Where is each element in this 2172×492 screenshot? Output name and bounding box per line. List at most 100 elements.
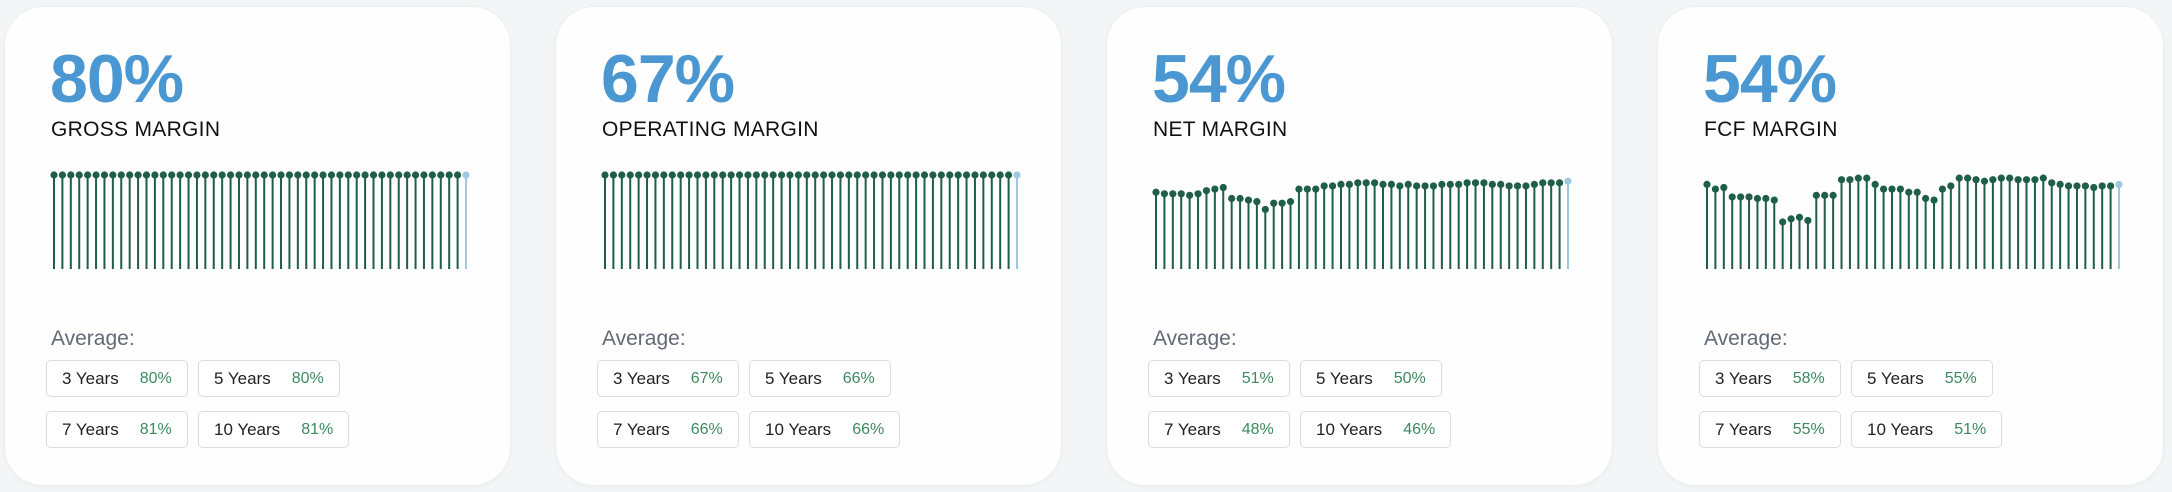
chip-period: 5 Years: [1867, 368, 1924, 388]
lollipop-point: [811, 171, 819, 179]
lollipop-point: [302, 171, 310, 179]
lollipop-point: [277, 171, 285, 179]
lollipop-point: [109, 171, 117, 179]
lollipop-point: [601, 171, 609, 179]
lollipop-point: [369, 171, 378, 179]
lollipop-point: [693, 171, 702, 179]
lollipop-point: [2106, 182, 2115, 190]
lollipop-point: [193, 171, 201, 179]
lollipop-point: [710, 171, 718, 179]
chip-value: 55%: [1944, 369, 1977, 387]
lollipop-point: [67, 171, 75, 179]
chip-period: 3 Years: [1715, 368, 1772, 388]
lollipop-point: [1337, 180, 1345, 188]
lollipop-point: [988, 171, 996, 179]
lollipop-point: [1964, 174, 1972, 182]
lollipop-point: [1261, 205, 1269, 214]
lollipop-point: [1795, 213, 1804, 221]
chip-period: 3 Years: [613, 368, 670, 388]
lollipop-point: [1829, 191, 1837, 199]
lollipop-point: [235, 171, 243, 179]
lollipop-point: [761, 171, 769, 179]
chip-value: 46%: [1403, 420, 1436, 438]
chip-value: 81%: [301, 420, 334, 438]
lollipop-point: [1286, 198, 1295, 206]
lollipop-point: [1362, 179, 1370, 187]
lollipop-point: [353, 171, 361, 179]
lollipop-point: [1160, 190, 1169, 198]
average-label: Average:: [51, 327, 135, 350]
lollipop-point: [1539, 179, 1547, 187]
lollipop-point: [294, 171, 302, 179]
lollipop-point: [820, 171, 828, 179]
metric-title: GROSS MARGIN: [51, 118, 221, 141]
lollipop-point: [1371, 179, 1379, 187]
average-chip-7-years: 7 Years 48%: [1148, 411, 1290, 448]
lollipop-point: [1879, 185, 1888, 193]
lollipop-point: [1913, 188, 1921, 196]
lollipop-point: [92, 171, 100, 179]
lollipop-point: [1446, 180, 1454, 188]
chip-period: 5 Years: [1316, 368, 1373, 388]
metric-title: NET MARGIN: [1153, 118, 1288, 141]
lollipop-point: [1938, 185, 1947, 193]
lollipop-point: [2039, 174, 2047, 182]
average-label: Average:: [1704, 327, 1788, 350]
chip-period: 10 Years: [1316, 419, 1383, 439]
lollipop-point: [2031, 176, 2039, 184]
lollipop-point: [1295, 185, 1303, 193]
lollipop-point: [887, 171, 895, 179]
lollipop-point: [403, 171, 411, 179]
chip-period: 10 Years: [214, 419, 281, 439]
lollipop-point: [1854, 174, 1862, 182]
chip-period: 3 Years: [1164, 368, 1221, 388]
lollipop-point: [853, 171, 861, 179]
lollipop-point: [1530, 180, 1538, 188]
lollipop-chart: [1703, 174, 2123, 269]
lollipop-point: [609, 171, 618, 179]
lollipop-point: [1421, 182, 1429, 190]
lollipop-point: [1278, 199, 1286, 207]
lollipop-chart: [1152, 177, 1572, 269]
lollipop-point: [1980, 177, 1989, 185]
chip-value: 80%: [291, 369, 324, 387]
chip-value: 66%: [852, 420, 885, 438]
lollipop-point: [1202, 187, 1211, 195]
lollipop-point: [912, 171, 920, 179]
lollipop-point: [1413, 182, 1421, 190]
lollipop-point: [336, 171, 344, 179]
lollipop-point: [1770, 196, 1778, 204]
lollipop-point: [1219, 183, 1227, 192]
lollipop-point: [411, 171, 420, 179]
lollipop-point: [168, 171, 176, 179]
lollipop-point: [878, 171, 887, 179]
lollipop-point: [126, 171, 134, 179]
average-chip-5-years: 5 Years 80%: [198, 360, 340, 397]
headline-percent: 80%: [50, 41, 184, 117]
chip-value: 51%: [1241, 369, 1274, 387]
lollipop-point: [1779, 218, 1787, 226]
lollipop-point: [794, 171, 802, 179]
chip-value: 48%: [1241, 420, 1274, 438]
lollipop-point: [971, 171, 979, 179]
lollipop-point: [635, 171, 643, 179]
lollipop-point: [2048, 179, 2056, 187]
lollipop-point: [50, 171, 58, 179]
lollipop-point: [962, 171, 971, 179]
lollipop-point: [378, 171, 386, 179]
lollipop-point: [319, 171, 327, 179]
average-label: Average:: [1153, 327, 1237, 350]
lollipop-point: [1488, 180, 1496, 188]
lollipop-point: [2115, 180, 2123, 188]
lollipop-point: [1745, 193, 1753, 201]
lollipop-point: [84, 171, 92, 179]
chip-value: 58%: [1792, 369, 1825, 387]
lollipop-point: [1989, 176, 1997, 184]
average-chip-3-years: 3 Years 80%: [46, 360, 188, 397]
lollipop-point: [803, 171, 811, 179]
lollipop-point: [1186, 191, 1194, 199]
lollipop-point: [2014, 176, 2022, 184]
lollipop-point: [1547, 179, 1555, 187]
chip-value: 81%: [139, 420, 172, 438]
lollipop-point: [660, 171, 668, 179]
